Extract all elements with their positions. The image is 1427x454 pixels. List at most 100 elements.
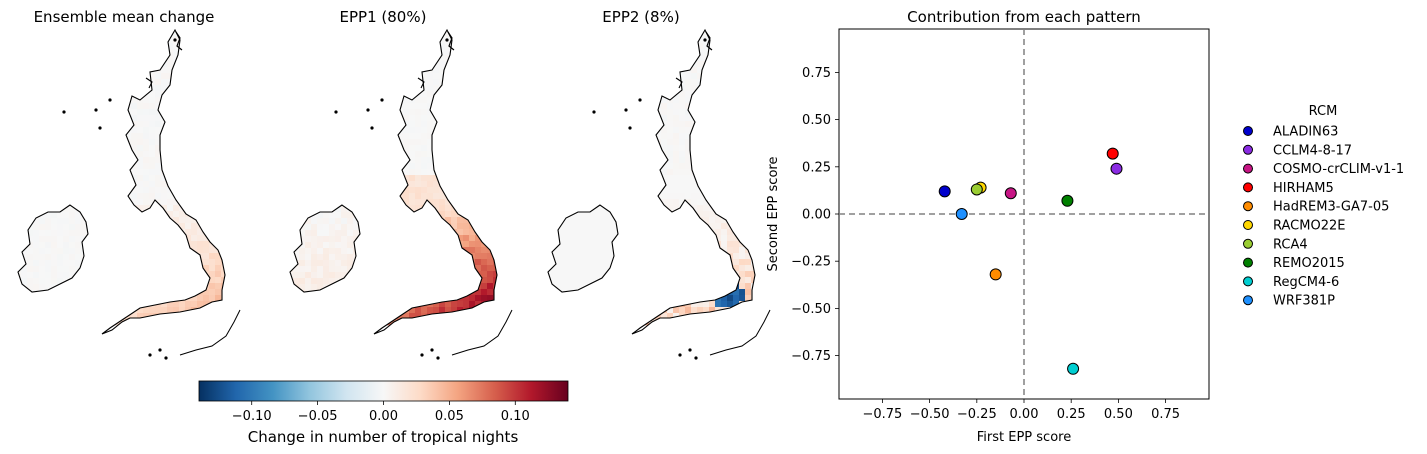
colorbar-ticks: −0.10 −0.05 0.00 0.05 0.10 <box>232 401 530 424</box>
colorbar-tick-label: −0.10 <box>232 409 272 424</box>
island <box>158 348 162 352</box>
map-panel: Ensemble mean change <box>17 8 241 360</box>
zero-lines <box>839 29 1209 399</box>
colorbar-tick-label: 0.05 <box>435 409 464 424</box>
colorbar: −0.10 −0.05 0.00 0.05 0.10 Change in number … <box>198 380 569 446</box>
island <box>703 38 707 42</box>
island <box>420 353 424 357</box>
ireland-field <box>18 205 88 292</box>
legend-label: RACMO22E <box>1273 219 1345 234</box>
scatter-points <box>938 147 1123 375</box>
orkney <box>675 77 683 89</box>
y-tick-label: −0.75 <box>791 349 831 364</box>
legend-marker <box>1243 220 1253 230</box>
scatter-point-hirham5 <box>1106 147 1119 160</box>
scatter-point-rca4 <box>970 183 983 196</box>
legend-label: HadREM3-GA7-05 <box>1273 200 1389 215</box>
legend-marker <box>1243 126 1253 136</box>
island <box>108 98 112 102</box>
maps-layer: Ensemble mean change EPP1 (80%) EPP2 (8%) <box>17 8 771 360</box>
colorbar-bar <box>198 380 569 402</box>
island <box>688 348 692 352</box>
scatter-title: Contribution from each pattern <box>907 8 1141 26</box>
island <box>638 98 642 102</box>
colorbar-tick-label: 0.00 <box>369 409 398 424</box>
y-tick-label: 0.00 <box>802 208 831 223</box>
island <box>98 126 102 130</box>
y-axis-ticks: −0.75 −0.50 −0.25 0.00 0.25 0.50 0.75 <box>791 66 839 364</box>
legend-marker <box>1243 276 1253 287</box>
x-tick-label: 0.50 <box>1104 407 1133 422</box>
legend-items: ALADIN63 CCLM4-8-17 COSMO-crCLIM-v1-1 HIRHA… <box>1243 125 1404 309</box>
island <box>164 356 168 360</box>
legend-label: CCLM4-8-17 <box>1273 143 1352 158</box>
scatter-point-remo2015 <box>1061 194 1074 207</box>
legend-marker <box>1243 163 1253 174</box>
y-tick-label: 0.25 <box>802 160 831 175</box>
legend-marker <box>1243 144 1253 155</box>
island <box>173 38 177 42</box>
island <box>430 348 434 352</box>
map-title: Ensemble mean change <box>34 8 215 26</box>
x-axis-label: First EPP score <box>977 430 1071 445</box>
legend-label: RegCM4-6 <box>1273 275 1339 290</box>
scatter-point-hadrem3-ga7-05 <box>989 268 1002 281</box>
x-tick-label: 0.75 <box>1151 407 1180 422</box>
y-tick-label: −0.50 <box>791 302 831 317</box>
channel-coast <box>709 309 771 356</box>
island <box>628 126 632 130</box>
y-tick-label: −0.25 <box>791 255 831 270</box>
legend-marker <box>1243 257 1253 268</box>
colorbar-label: Change in number of tropical nights <box>248 428 519 446</box>
colorbar-tick-label: −0.05 <box>298 409 338 424</box>
island <box>62 110 66 114</box>
scatter-plot: Contribution from each pattern −0.75 −0.5… <box>766 8 1210 445</box>
legend: RCM ALADIN63 CCLM4-8-17 COSMO-crCLIM-v1-1 H… <box>1243 104 1404 309</box>
legend-title: RCM <box>1309 104 1338 119</box>
island <box>148 353 152 357</box>
map-panel: EPP1 (80%) <box>289 8 513 360</box>
island <box>694 356 698 360</box>
scatter-point-cosmo-crclim-v1-1 <box>1004 187 1017 200</box>
map-title: EPP2 (8%) <box>602 8 679 26</box>
legend-marker <box>1243 201 1253 212</box>
legend-label: REMO2015 <box>1273 256 1345 271</box>
map-title: EPP1 (80%) <box>340 8 427 26</box>
x-tick-label: −0.25 <box>957 407 997 422</box>
y-tick-label: 0.75 <box>802 66 831 81</box>
scatter-point-aladin63 <box>938 185 951 198</box>
y-tick-label: 0.50 <box>802 113 831 128</box>
legend-label: ALADIN63 <box>1273 125 1338 140</box>
legend-marker <box>1243 295 1253 306</box>
legend-marker <box>1243 238 1253 249</box>
island <box>678 353 682 357</box>
x-tick-label: 0.00 <box>1010 407 1039 422</box>
island <box>624 108 628 112</box>
map-panel: EPP2 (8%) <box>547 8 771 360</box>
legend-label: HIRHAM5 <box>1273 181 1334 196</box>
island <box>334 110 338 114</box>
channel-coast <box>179 309 241 356</box>
scatter-point-regcm4-6 <box>1067 362 1080 375</box>
shetland <box>175 31 183 51</box>
x-tick-label: 0.25 <box>1057 407 1086 422</box>
legend-label: WRF381P <box>1273 294 1335 309</box>
island <box>370 126 374 130</box>
x-axis-ticks: −0.75 −0.50 −0.25 0.00 0.25 0.50 0.75 <box>862 399 1180 422</box>
island <box>94 108 98 112</box>
x-tick-label: −0.50 <box>910 407 950 422</box>
legend-marker <box>1243 182 1253 193</box>
legend-label: RCA4 <box>1273 237 1308 252</box>
colorbar-tick-label: 0.10 <box>501 409 530 424</box>
scatter-point-wrf381p <box>955 208 968 220</box>
scatter-point-cclm4-8-17 <box>1110 162 1123 175</box>
shetland <box>447 31 455 51</box>
legend-label: COSMO-crCLIM-v1-1 <box>1273 162 1404 177</box>
orkney <box>417 77 425 89</box>
ireland-field <box>290 205 360 292</box>
island <box>380 98 384 102</box>
orkney <box>145 77 153 89</box>
island <box>366 108 370 112</box>
shetland <box>705 31 713 51</box>
